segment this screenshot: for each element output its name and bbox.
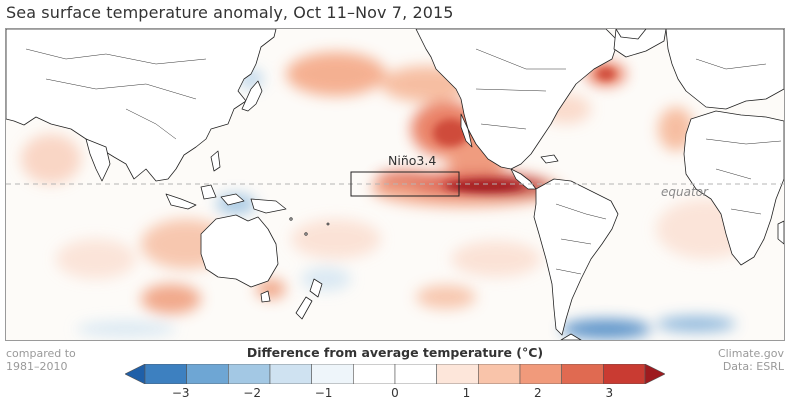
colorbar-segment [228, 364, 271, 384]
map-canvas: equator Niño3.4 [6, 29, 784, 340]
credit-block: Climate.gov Data: ESRL [718, 347, 784, 373]
colorbar-segment [436, 364, 479, 384]
colorbar-tick-label: 2 [534, 386, 542, 400]
colorbar-arrow-low [125, 364, 146, 384]
south-america [533, 178, 619, 336]
baseline-note: compared to 1981–2010 [6, 347, 76, 373]
colorbar-segment [144, 364, 187, 384]
colorbar-tick-label: 1 [462, 386, 471, 400]
colorbar [125, 364, 665, 384]
colorbar-tick-label: −3 [171, 386, 190, 400]
country-borders [25, 48, 782, 275]
colorbar-tick-label: −1 [314, 386, 333, 400]
colorbar-segment [311, 364, 354, 384]
colorbar-segment [353, 364, 396, 384]
colorbar-segment [519, 364, 562, 384]
colorbar-segment [269, 364, 312, 384]
credit-source: Climate.gov [717, 347, 784, 360]
legend-title: Difference from average temperature (°C) [246, 345, 544, 360]
colorbar-segment [186, 364, 229, 384]
asia-landmass [6, 29, 277, 182]
colorbar-segment [478, 364, 521, 384]
africa [683, 110, 784, 266]
landmasses [6, 29, 784, 340]
nino34-box [350, 171, 460, 197]
japan [241, 80, 263, 112]
colorbar-tick-label: −2 [243, 386, 261, 400]
credit-data: Data: ESRL [722, 360, 784, 373]
map-title: Sea surface temperature anomaly, Oct 11–… [6, 3, 454, 22]
colorbar-tick-label: 3 [605, 386, 614, 400]
sst-anomaly-map: equator Niño3.4 [5, 28, 785, 341]
equator-label: equator [661, 185, 709, 199]
colorbar-segment [394, 364, 437, 384]
nino34-label: Niño3.4 [388, 153, 436, 168]
colorbar-arrow-high [644, 364, 665, 384]
colorbar-segment [561, 364, 604, 384]
colorbar-tick-label: 0 [391, 386, 399, 400]
europe [665, 29, 784, 110]
colorbar-segment [603, 364, 646, 384]
australia [200, 214, 279, 288]
